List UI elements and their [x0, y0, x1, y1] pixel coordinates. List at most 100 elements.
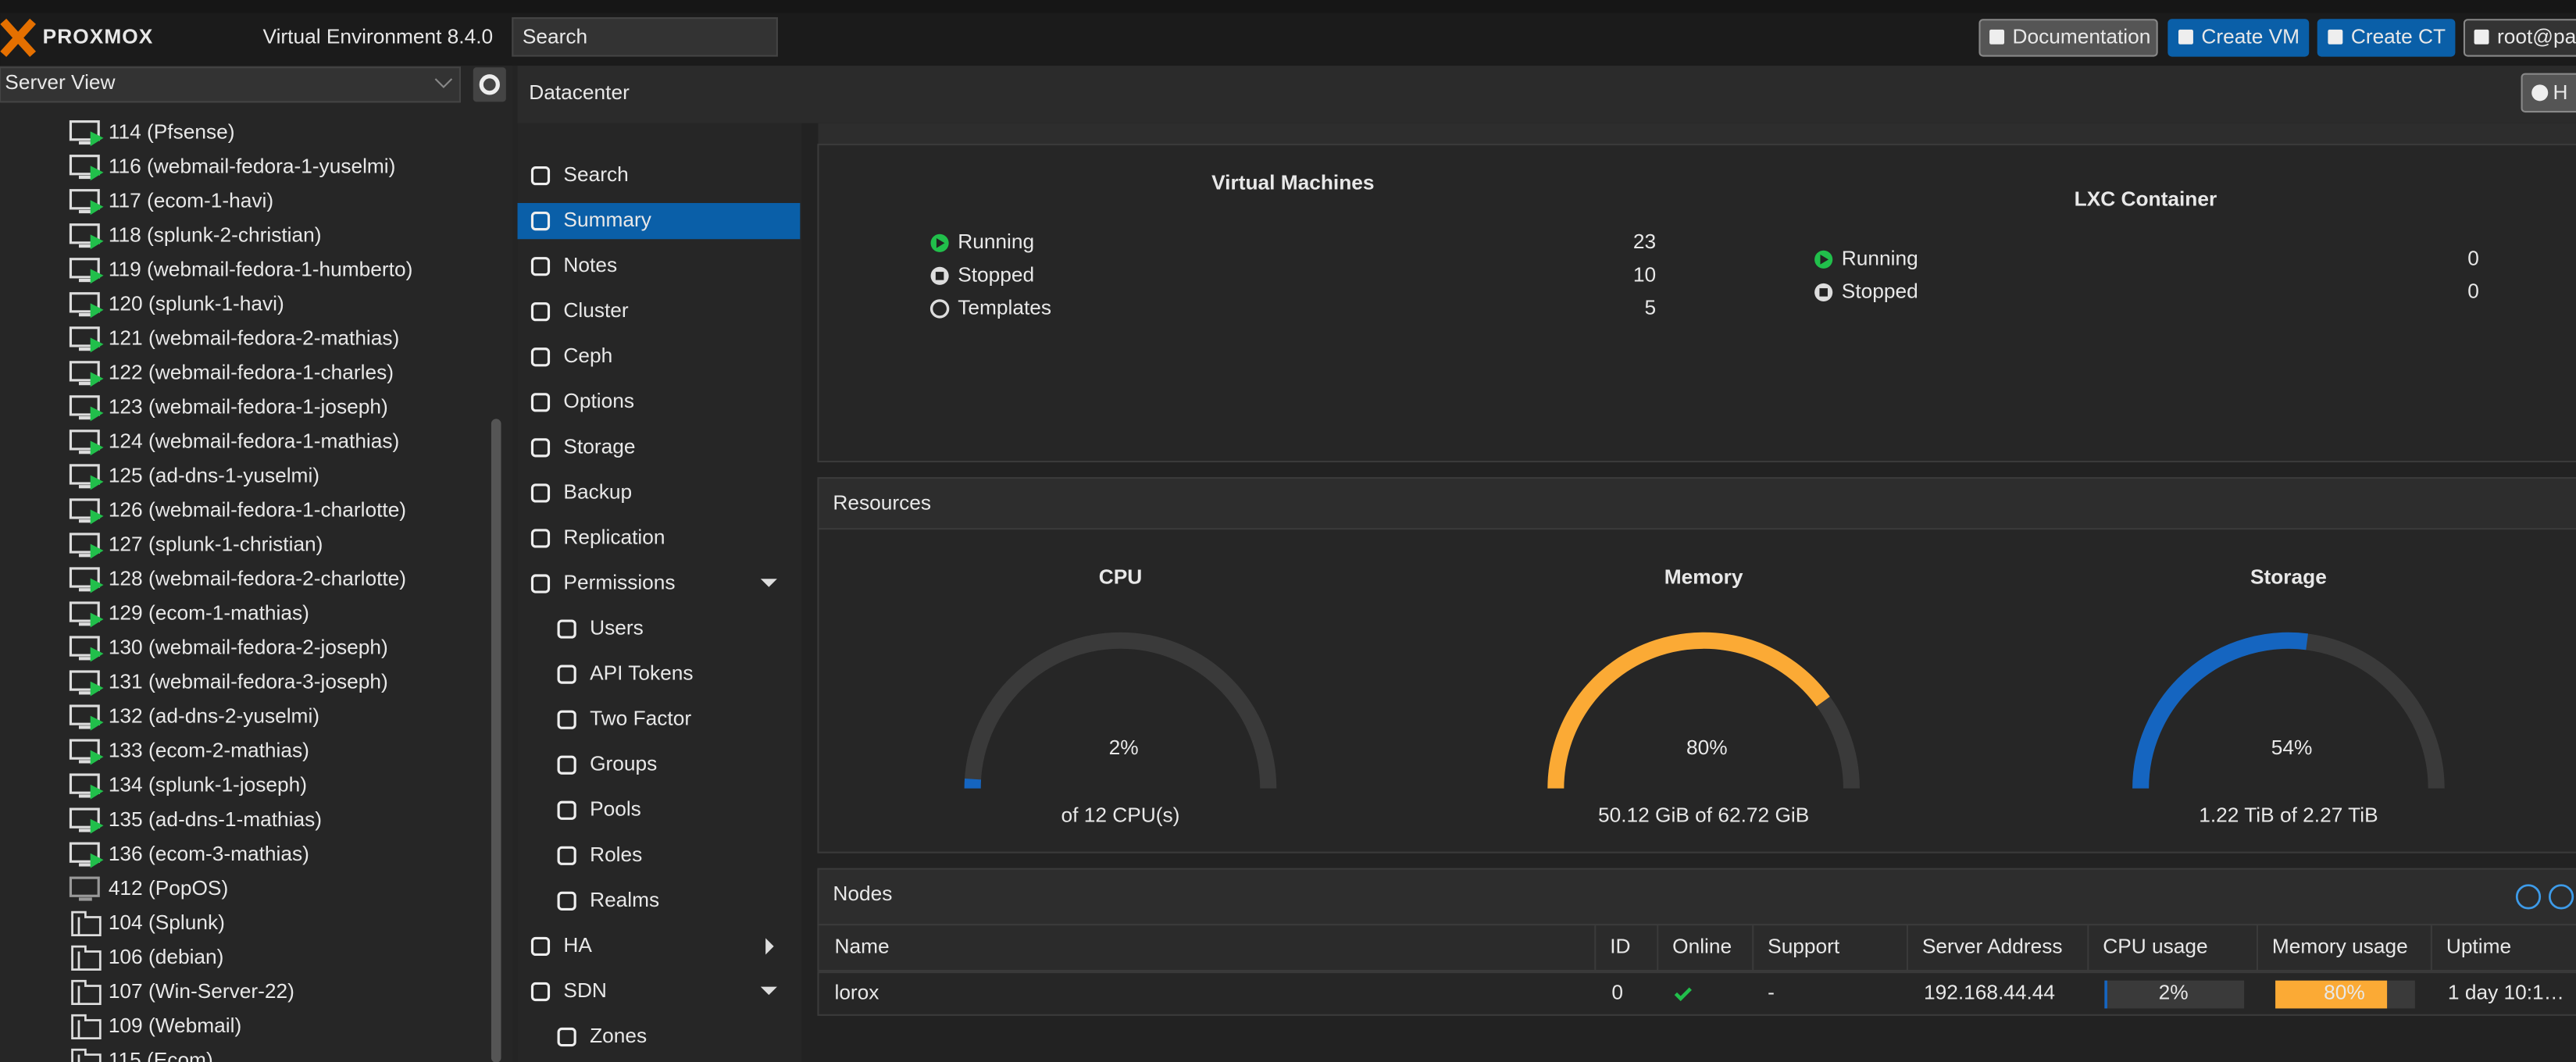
nav-icon: [530, 982, 551, 1002]
view-select[interactable]: [0, 66, 461, 103]
nav-item[interactable]: Summary: [563, 208, 651, 231]
nav-item[interactable]: SDN: [563, 978, 607, 1002]
nav-item[interactable]: Roles: [590, 843, 642, 866]
gear-button[interactable]: [473, 67, 506, 102]
template-icon: [71, 979, 102, 1006]
scrollbar-thumb: [491, 419, 501, 1062]
column-header[interactable]: CPU usage: [2103, 935, 2207, 958]
nodes-title: Nodes: [833, 882, 892, 905]
tree-item[interactable]: 104 (Splunk): [109, 911, 225, 934]
nav-item[interactable]: Backup: [563, 479, 632, 503]
top-strip: [0, 0, 2576, 13]
tree-item[interactable]: 114 (Pfsense): [109, 119, 235, 143]
nav-icon: [530, 936, 551, 957]
tree-item[interactable]: 129 (ecom-1-mathias): [109, 601, 309, 625]
usage-track: [2104, 980, 2245, 1009]
tree-item[interactable]: 135 (ad-dns-1-mathias): [109, 807, 322, 831]
nav-item[interactable]: Two Factor: [590, 707, 691, 730]
nav-item[interactable]: Replication: [563, 525, 665, 548]
running-badge: [90, 784, 104, 800]
vm-icon: [69, 533, 100, 554]
help-button[interactable]: [2521, 73, 2576, 113]
panel-tool[interactable]: [2515, 884, 2542, 910]
tree-item[interactable]: 120 (splunk-1-havi): [109, 291, 284, 315]
nav-item[interactable]: Ceph: [563, 344, 612, 367]
usage-bar: [2275, 980, 2388, 1009]
vm-icon: [69, 842, 100, 863]
expand-arrow: [765, 938, 774, 955]
nav-item[interactable]: Groups: [590, 752, 657, 775]
nav-item[interactable]: Storage: [563, 434, 635, 458]
header-button[interactable]: [1978, 19, 2158, 57]
tree-item[interactable]: 106 (debian): [109, 945, 224, 968]
nav-icon: [557, 1027, 576, 1047]
vm-stand: [78, 863, 92, 867]
tree-item[interactable]: 136 (ecom-3-mathias): [109, 842, 309, 865]
column-header[interactable]: Memory usage: [2272, 935, 2408, 958]
vm-icon: [69, 120, 100, 141]
vm-stand: [78, 141, 92, 145]
gauge-arc: [1547, 632, 1830, 789]
tree-item[interactable]: 123 (webmail-fedora-1-joseph): [109, 394, 388, 418]
nav-icon: [557, 665, 576, 684]
column-header[interactable]: Support: [1768, 935, 1840, 958]
column-header[interactable]: ID: [1610, 935, 1630, 958]
tree-item[interactable]: 125 (ad-dns-1-yuselmi): [109, 464, 319, 487]
vm-icon: [69, 670, 100, 691]
breadcrumb-bar: [517, 66, 2576, 123]
tree-item[interactable]: 122 (webmail-fedora-1-charles): [109, 360, 394, 383]
vm-stand: [78, 175, 92, 180]
tree-item[interactable]: 116 (webmail-fedora-1-yuselmi): [109, 154, 396, 177]
gear-icon: [479, 74, 500, 95]
nav-item[interactable]: Cluster: [563, 298, 628, 322]
header-button[interactable]: [2167, 19, 2310, 57]
nav-item[interactable]: Notes: [563, 253, 617, 276]
panel-tool[interactable]: [2548, 884, 2574, 910]
tree-item[interactable]: 115 (Ecom): [109, 1048, 213, 1062]
tree-item[interactable]: 128 (webmail-fedora-2-charlotte): [109, 567, 406, 590]
tree-item[interactable]: 109 (Webmail): [109, 1014, 241, 1037]
template-icon: [71, 911, 102, 936]
nav-item[interactable]: Users: [590, 616, 644, 640]
running-badge: [90, 372, 104, 387]
nav-item[interactable]: HA: [563, 933, 592, 957]
running-badge: [90, 647, 104, 662]
column-header[interactable]: Uptime: [2446, 935, 2511, 958]
tree-item[interactable]: 126 (webmail-fedora-1-charlotte): [109, 498, 406, 522]
guest-row-label: Templates: [958, 295, 1051, 319]
vm-icon: [69, 429, 100, 451]
header-button[interactable]: [2317, 19, 2456, 57]
tree-item[interactable]: 121 (webmail-fedora-2-mathias): [109, 326, 399, 349]
tree-item[interactable]: 412 (PopOS): [109, 876, 228, 900]
nav-item[interactable]: Permissions: [563, 570, 675, 593]
running-badge: [90, 715, 104, 731]
tree-item[interactable]: 130 (webmail-fedora-2-joseph): [109, 636, 388, 659]
tree-item[interactable]: 107 (Win-Server-22): [109, 979, 294, 1003]
tree-item[interactable]: 134 (splunk-1-joseph): [109, 773, 307, 796]
nav-item[interactable]: Realms: [590, 888, 659, 911]
column-header[interactable]: Server Address: [1922, 935, 2063, 958]
tree-item[interactable]: 119 (webmail-fedora-1-humberto): [109, 257, 413, 280]
node-id: 0: [1611, 980, 1623, 1003]
search-input[interactable]: [512, 17, 778, 57]
column-header[interactable]: Name: [834, 935, 889, 958]
nav-item[interactable]: API Tokens: [590, 661, 693, 685]
column-header[interactable]: Online: [1672, 935, 1732, 958]
header-button[interactable]: [2463, 19, 2576, 57]
nav-item[interactable]: Zones: [590, 1024, 647, 1047]
vm-stand: [78, 554, 92, 558]
tree-item[interactable]: 117 (ecom-1-havi): [109, 188, 273, 212]
tree-item[interactable]: 133 (ecom-2-mathias): [109, 739, 309, 762]
guest-row-label: Stopped: [1842, 279, 1918, 302]
nav-item[interactable]: Options: [563, 389, 634, 412]
button-icon: [2474, 29, 2489, 45]
tree-item[interactable]: 124 (webmail-fedora-1-mathias): [109, 429, 399, 453]
tree-item[interactable]: 132 (ad-dns-2-yuselmi): [109, 704, 319, 728]
tree-item[interactable]: 118 (splunk-2-christian): [109, 223, 322, 246]
nav-item[interactable]: Pools: [590, 797, 641, 821]
tree-item[interactable]: 127 (splunk-1-christian): [109, 533, 323, 556]
tree-item[interactable]: 131 (webmail-fedora-3-joseph): [109, 670, 388, 693]
nav-item[interactable]: Search: [563, 162, 628, 186]
guest-row-value: 23: [1633, 230, 1656, 253]
nav-icon: [557, 710, 576, 729]
